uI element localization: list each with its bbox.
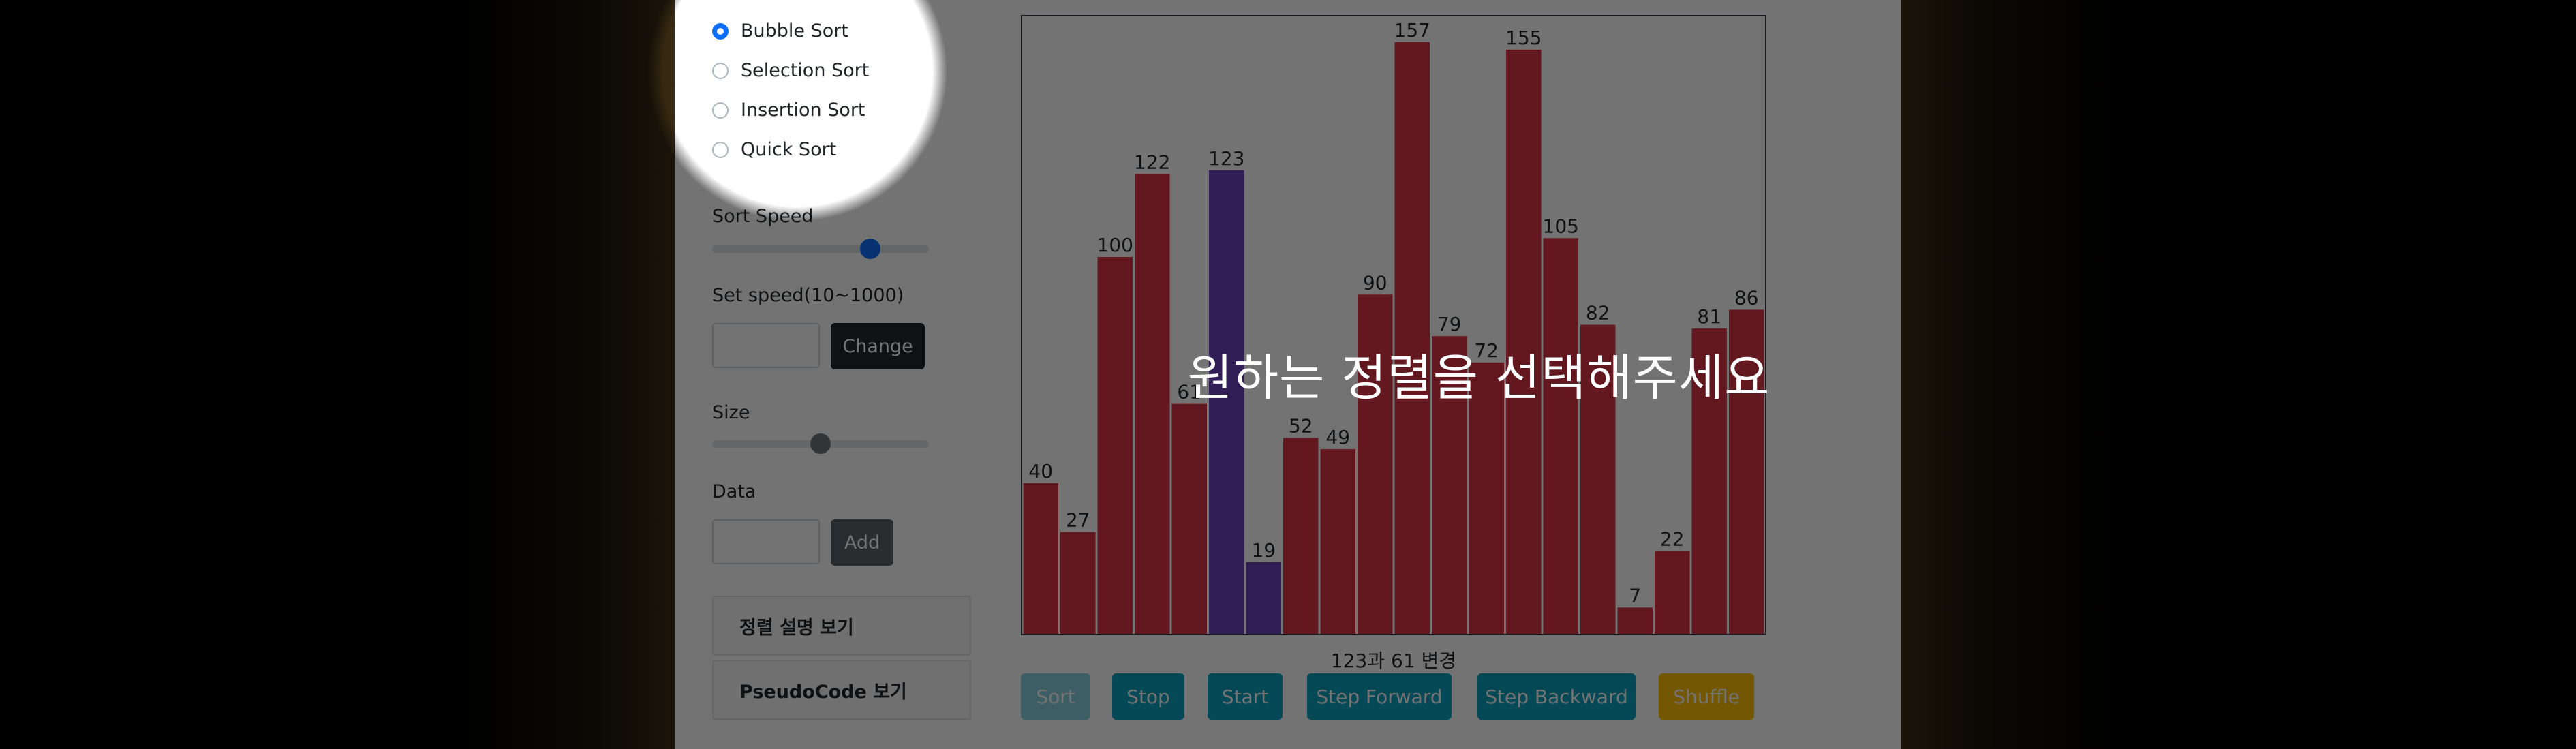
radio-unchecked-icon[interactable] bbox=[712, 141, 729, 158]
sort-bar-chart-svg: 4027100122611231952499015779721551058272… bbox=[1023, 19, 1764, 634]
bar-value-label: 27 bbox=[1066, 509, 1090, 532]
bar bbox=[1097, 257, 1133, 634]
bar-value-label: 22 bbox=[1660, 528, 1685, 550]
radio-label: Bubble Sort bbox=[741, 20, 848, 42]
bar-value-label: 49 bbox=[1325, 426, 1350, 448]
data-label: Data bbox=[712, 481, 756, 502]
bar-value-label: 82 bbox=[1586, 302, 1610, 324]
bar-value-label: 40 bbox=[1028, 460, 1053, 483]
bar bbox=[1171, 403, 1207, 634]
bar bbox=[1135, 174, 1170, 634]
radio-label: Quick Sort bbox=[741, 139, 837, 160]
sort-explanation-toggle[interactable]: 정렬 설명 보기 bbox=[712, 596, 971, 656]
radio-insertion-sort[interactable]: Insertion Sort bbox=[712, 100, 865, 121]
radio-unchecked-icon[interactable] bbox=[712, 62, 729, 79]
size-thumb[interactable] bbox=[810, 433, 831, 454]
radio-label: Insertion Sort bbox=[741, 100, 865, 121]
stop-button[interactable]: Stop bbox=[1112, 673, 1184, 720]
set-speed-label: Set speed(10~1000) bbox=[712, 285, 904, 306]
bar bbox=[1283, 438, 1319, 634]
bar-highlighted bbox=[1246, 562, 1281, 634]
shuffle-button[interactable]: Shuffle bbox=[1659, 673, 1754, 720]
bar bbox=[1320, 449, 1355, 634]
tutorial-message: 원하는 정렬을 선택해주세요 bbox=[1187, 349, 1770, 407]
right-backdrop bbox=[1901, 0, 2576, 749]
add-data-button[interactable]: Add bbox=[831, 519, 893, 566]
start-button[interactable]: Start bbox=[1208, 673, 1283, 720]
bar bbox=[1617, 607, 1653, 634]
bar bbox=[1060, 532, 1096, 634]
bar-value-label: 155 bbox=[1505, 27, 1542, 49]
set-speed-input[interactable] bbox=[712, 323, 820, 368]
sort-bar-chart: 40 27 100 122 61 123 19 52 49 90 157 79 72 155 105 82 7 2… bbox=[1021, 15, 1766, 635]
step-backward-button[interactable]: Step Backward bbox=[1477, 673, 1636, 720]
radio-label: Selection Sort bbox=[741, 60, 870, 81]
size-slider[interactable] bbox=[712, 433, 929, 454]
swap-status-caption: 123과 61 변경 bbox=[1330, 649, 1457, 672]
radio-selection-sort[interactable]: Selection Sort bbox=[712, 60, 869, 81]
pseudocode-toggle[interactable]: PseudoCode 보기 bbox=[712, 660, 971, 720]
bar-value-label: 7 bbox=[1629, 584, 1641, 607]
radio-checked-icon[interactable] bbox=[712, 22, 729, 40]
sort-speed-thumb[interactable] bbox=[860, 239, 881, 259]
sort-speed-slider[interactable] bbox=[712, 239, 929, 259]
sort-speed-label: Sort Speed bbox=[712, 206, 814, 227]
bar-value-label: 19 bbox=[1251, 539, 1276, 562]
bar-value-label: 105 bbox=[1543, 215, 1579, 237]
step-forward-button[interactable]: Step Forward bbox=[1307, 673, 1452, 720]
radio-bubble-sort[interactable]: Bubble Sort bbox=[712, 20, 848, 42]
bar-value-label: 100 bbox=[1097, 234, 1133, 256]
bar-value-label: 157 bbox=[1394, 19, 1430, 42]
radio-unchecked-icon[interactable] bbox=[712, 102, 729, 119]
bar-value-label: 123 bbox=[1208, 147, 1244, 170]
bar-value-label: 90 bbox=[1363, 271, 1387, 294]
bar-value-label: 81 bbox=[1697, 305, 1721, 328]
sort-button[interactable]: Sort bbox=[1021, 673, 1090, 720]
bar bbox=[1655, 551, 1690, 634]
bar-value-label: 86 bbox=[1734, 286, 1759, 309]
bar bbox=[1023, 483, 1058, 634]
size-label: Size bbox=[712, 402, 750, 423]
bar-value-label: 79 bbox=[1437, 313, 1462, 335]
bar bbox=[1543, 238, 1578, 634]
change-speed-button[interactable]: Change bbox=[831, 323, 925, 369]
radio-quick-sort[interactable]: Quick Sort bbox=[712, 139, 836, 160]
bar-value-label: 122 bbox=[1134, 151, 1170, 173]
bar-value-label: 52 bbox=[1289, 414, 1313, 437]
left-backdrop bbox=[0, 0, 675, 749]
data-input[interactable] bbox=[712, 519, 820, 564]
